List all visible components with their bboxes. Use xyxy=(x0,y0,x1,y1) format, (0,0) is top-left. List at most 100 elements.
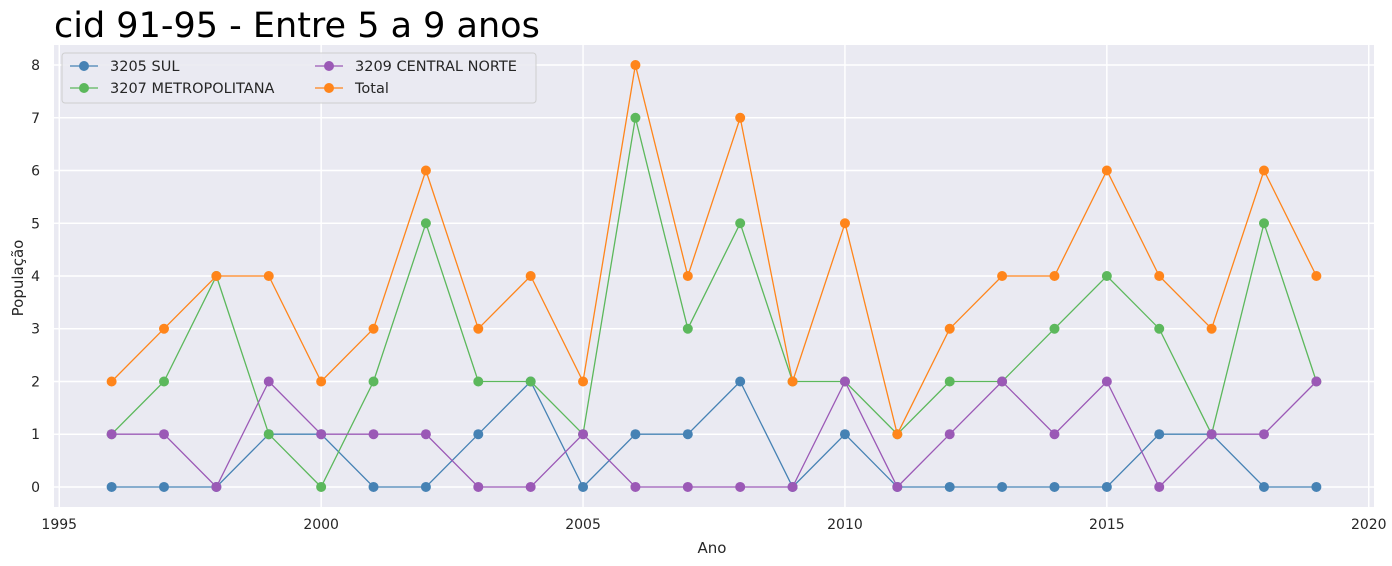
data-point xyxy=(839,218,850,229)
data-point xyxy=(997,376,1008,387)
data-point xyxy=(473,376,484,387)
data-point xyxy=(630,60,641,71)
data-point xyxy=(630,481,641,492)
legend-marker xyxy=(79,83,89,93)
data-point xyxy=(1259,481,1269,492)
data-point xyxy=(1311,376,1322,387)
axis-ticks: 1995 2000 2005 2010 2015 2020 0 1 2 3 4 5 6 7 8 xyxy=(31,58,1387,533)
y-axis-label: População xyxy=(9,240,27,317)
data-point xyxy=(1311,481,1322,492)
data-point xyxy=(420,429,431,440)
legend: 3205 SUL 3207 METROPOLITANA 3209 CENTRAL N… xyxy=(61,52,537,104)
data-point xyxy=(106,481,117,492)
data-point xyxy=(682,271,693,281)
y-tick-label: 8 xyxy=(31,58,40,74)
data-point xyxy=(735,112,746,123)
series-line xyxy=(111,380,1317,489)
data-point xyxy=(1049,271,1060,281)
data-point xyxy=(892,481,903,492)
data-point xyxy=(263,429,274,440)
data-point xyxy=(839,376,850,387)
legend-marker xyxy=(324,83,334,93)
x-axis-label: Ano xyxy=(698,539,727,557)
data-point xyxy=(106,376,117,387)
legend-label: 3205 SUL xyxy=(110,59,179,75)
data-point xyxy=(682,429,693,440)
data-point xyxy=(735,218,746,229)
y-tick-label: 5 xyxy=(31,216,40,232)
y-tick-label: 2 xyxy=(31,374,40,390)
data-point xyxy=(473,429,484,440)
x-tick-label: 2015 xyxy=(1089,517,1125,533)
data-point xyxy=(892,429,903,440)
data-point xyxy=(944,481,955,492)
data-point xyxy=(1101,271,1112,281)
data-point xyxy=(420,218,431,229)
data-point xyxy=(787,376,798,387)
data-point xyxy=(420,481,431,492)
data-point xyxy=(578,376,589,387)
y-tick-label: 1 xyxy=(31,427,40,443)
data-point xyxy=(525,271,536,281)
legend-marker xyxy=(79,61,89,71)
x-tick-label: 2010 xyxy=(827,517,863,533)
data-point xyxy=(1154,481,1165,492)
data-point xyxy=(211,271,222,281)
data-point xyxy=(1154,429,1165,440)
data-point xyxy=(368,323,379,334)
x-tick-label: 2000 xyxy=(303,517,339,533)
data-point xyxy=(420,165,431,176)
data-point xyxy=(263,376,274,387)
data-point xyxy=(525,481,536,492)
y-tick-label: 7 xyxy=(31,111,40,127)
data-point xyxy=(316,376,327,387)
y-tick-label: 3 xyxy=(31,322,40,338)
data-point xyxy=(1259,218,1269,229)
series-line xyxy=(111,380,1317,489)
data-point xyxy=(630,112,641,123)
data-point xyxy=(263,271,274,281)
data-point xyxy=(368,376,379,387)
data-point xyxy=(1101,481,1112,492)
series-line xyxy=(111,64,1317,437)
data-point xyxy=(1049,481,1060,492)
data-point xyxy=(159,323,169,334)
series-line xyxy=(111,117,1318,489)
data-point xyxy=(787,481,798,492)
legend-label: 3209 CENTRAL NORTE xyxy=(355,59,517,75)
data-point xyxy=(1259,165,1269,176)
data-point xyxy=(525,376,536,387)
data-point xyxy=(735,481,746,492)
data-point xyxy=(368,481,379,492)
data-point xyxy=(735,376,746,387)
data-point xyxy=(1206,429,1217,440)
chart-title: cid 91-95 - Entre 5 a 9 anos xyxy=(54,6,540,46)
data-point xyxy=(368,429,379,440)
data-point xyxy=(944,323,955,334)
data-point xyxy=(159,376,169,387)
data-point xyxy=(159,481,169,492)
data-point xyxy=(1101,165,1112,176)
series-group xyxy=(106,60,1322,492)
data-point xyxy=(578,429,589,440)
data-point xyxy=(944,429,955,440)
data-point xyxy=(578,481,589,492)
data-point xyxy=(1101,376,1112,387)
y-tick-label: 0 xyxy=(31,480,40,496)
legend-marker xyxy=(324,61,334,71)
data-point xyxy=(473,481,484,492)
data-point xyxy=(316,429,327,440)
data-point xyxy=(211,481,222,492)
data-point xyxy=(997,271,1008,281)
data-point xyxy=(630,429,641,440)
data-point xyxy=(1206,323,1217,334)
y-tick-label: 4 xyxy=(31,269,40,285)
data-point xyxy=(1311,271,1322,281)
data-point xyxy=(316,481,327,492)
y-tick-label: 6 xyxy=(31,164,40,180)
x-tick-label: 1995 xyxy=(41,517,77,533)
data-point xyxy=(682,481,693,492)
data-point xyxy=(1049,323,1060,334)
data-point xyxy=(473,323,484,334)
